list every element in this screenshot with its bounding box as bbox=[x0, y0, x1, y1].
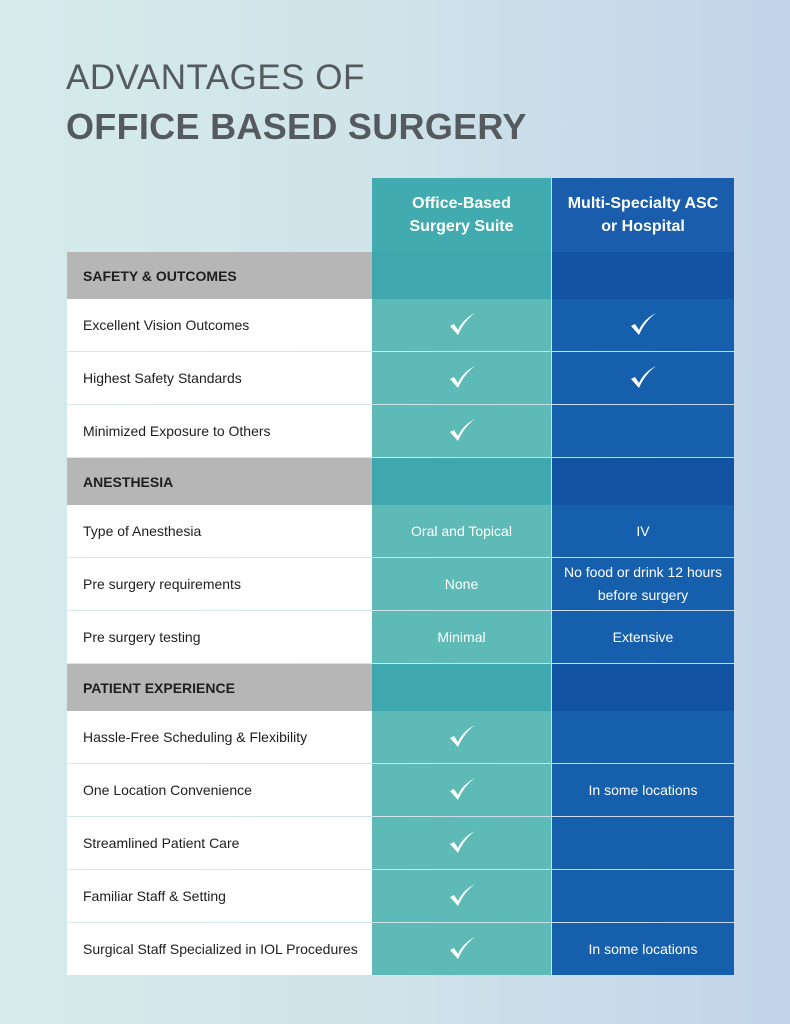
check-cell bbox=[372, 711, 551, 763]
value-cell: Extensive bbox=[552, 611, 734, 663]
row-label: Pre surgery testing bbox=[67, 611, 372, 663]
check-cell bbox=[372, 817, 551, 869]
check-cell bbox=[372, 405, 551, 457]
row-label: Excellent Vision Outcomes bbox=[67, 299, 372, 351]
check-shape bbox=[449, 936, 475, 959]
check-cell bbox=[372, 299, 551, 351]
check-shape bbox=[449, 883, 475, 906]
section-fill bbox=[372, 252, 551, 299]
row-label: Streamlined Patient Care bbox=[67, 817, 372, 869]
row-label: Pre surgery requirements bbox=[67, 558, 372, 610]
check-icon bbox=[449, 830, 475, 853]
section-title: ANESTHESIA bbox=[67, 458, 372, 505]
check-shape bbox=[449, 777, 475, 800]
value-cell: None bbox=[372, 558, 551, 610]
empty-cell bbox=[552, 405, 734, 457]
empty-cell bbox=[552, 817, 734, 869]
empty-cell bbox=[552, 711, 734, 763]
row-label: Minimized Exposure to Others bbox=[67, 405, 372, 457]
check-icon bbox=[631, 312, 656, 335]
check-shape bbox=[449, 365, 475, 388]
value-cell: No food or drink 12 hours before surgery bbox=[552, 558, 734, 610]
value-cell: IV bbox=[552, 505, 734, 557]
check-icon bbox=[631, 365, 656, 388]
check-shape bbox=[449, 312, 475, 335]
check-shape bbox=[631, 312, 656, 335]
check-shape bbox=[449, 724, 475, 747]
check-icon bbox=[449, 724, 475, 747]
check-icon bbox=[449, 365, 475, 388]
check-cell bbox=[552, 352, 734, 404]
check-icon bbox=[449, 936, 475, 959]
check-cell bbox=[372, 352, 551, 404]
value-cell: In some locations bbox=[552, 764, 734, 816]
check-shape bbox=[449, 418, 475, 441]
check-icon bbox=[449, 312, 475, 335]
section-title: SAFETY & OUTCOMES bbox=[67, 252, 372, 299]
check-cell bbox=[372, 764, 551, 816]
check-icon bbox=[449, 777, 475, 800]
row-label: Type of Anesthesia bbox=[67, 505, 372, 557]
row-label: Hassle-Free Scheduling & Flexibility bbox=[67, 711, 372, 763]
row-label: Surgical Staff Specialized in IOL Proced… bbox=[67, 923, 372, 975]
section-fill bbox=[552, 664, 734, 711]
row-label: Highest Safety Standards bbox=[67, 352, 372, 404]
check-icon bbox=[449, 883, 475, 906]
section-title: PATIENT EXPERIENCE bbox=[67, 664, 372, 711]
section-fill bbox=[372, 664, 551, 711]
check-cell bbox=[372, 923, 551, 975]
title-line-1: ADVANTAGES OF bbox=[66, 58, 365, 97]
value-cell: In some locations bbox=[552, 923, 734, 975]
empty-cell bbox=[552, 870, 734, 922]
section-fill bbox=[552, 458, 734, 505]
section-fill bbox=[372, 458, 551, 505]
column-header: Multi-Specialty ASC or Hospital bbox=[552, 178, 734, 252]
column-header: Office-Based Surgery Suite bbox=[372, 178, 551, 252]
check-shape bbox=[631, 365, 656, 388]
title-line-2: OFFICE BASED SURGERY bbox=[66, 106, 527, 147]
check-icon bbox=[449, 418, 475, 441]
value-cell: Minimal bbox=[372, 611, 551, 663]
row-label: One Location Convenience bbox=[67, 764, 372, 816]
row-label: Familiar Staff & Setting bbox=[67, 870, 372, 922]
section-fill bbox=[552, 252, 734, 299]
check-shape bbox=[449, 830, 475, 853]
check-cell bbox=[372, 870, 551, 922]
value-cell: Oral and Topical bbox=[372, 505, 551, 557]
check-cell bbox=[552, 299, 734, 351]
